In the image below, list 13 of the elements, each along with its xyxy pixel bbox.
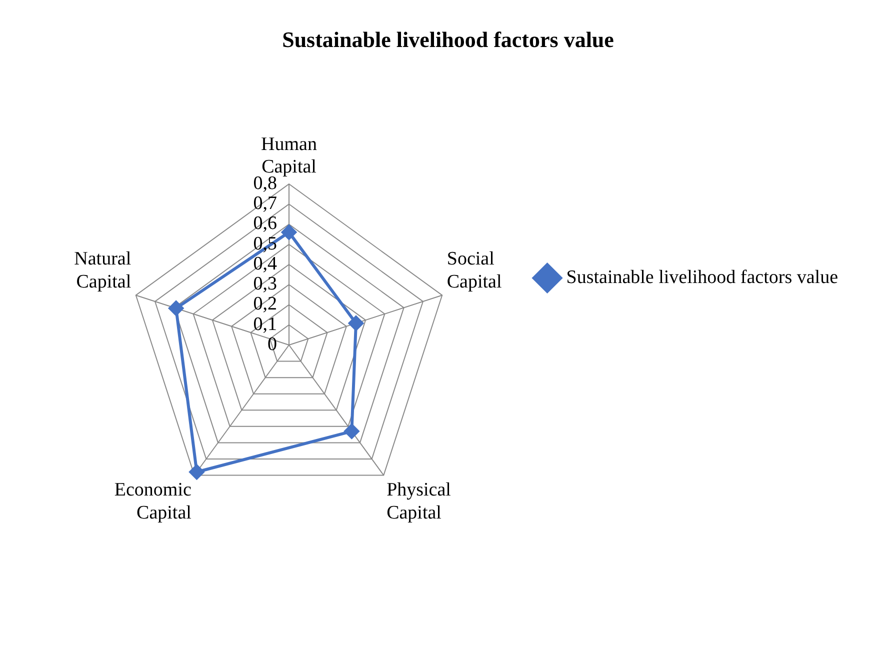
y-tick-label: 0,3 (253, 274, 277, 295)
legend-label: Sustainable livelihood factors value (566, 266, 838, 288)
spoke-label: Social Capital (446, 248, 502, 292)
spoke-label: Physical Capital (386, 480, 451, 524)
y-tick-label: 0,6 (253, 213, 277, 234)
y-tick-label: 0,4 (253, 253, 278, 274)
y-tick-label: 0 (268, 334, 277, 355)
y-tick-label: 0,2 (253, 294, 277, 315)
y-tick-label: 0,7 (253, 193, 277, 214)
spoke-label: Economic Capital (114, 480, 192, 524)
spoke-label: Natural Capital (74, 248, 132, 292)
chart-title: Sustainable livelihood factors value (282, 26, 614, 52)
y-tick-label: 0,1 (253, 314, 277, 335)
